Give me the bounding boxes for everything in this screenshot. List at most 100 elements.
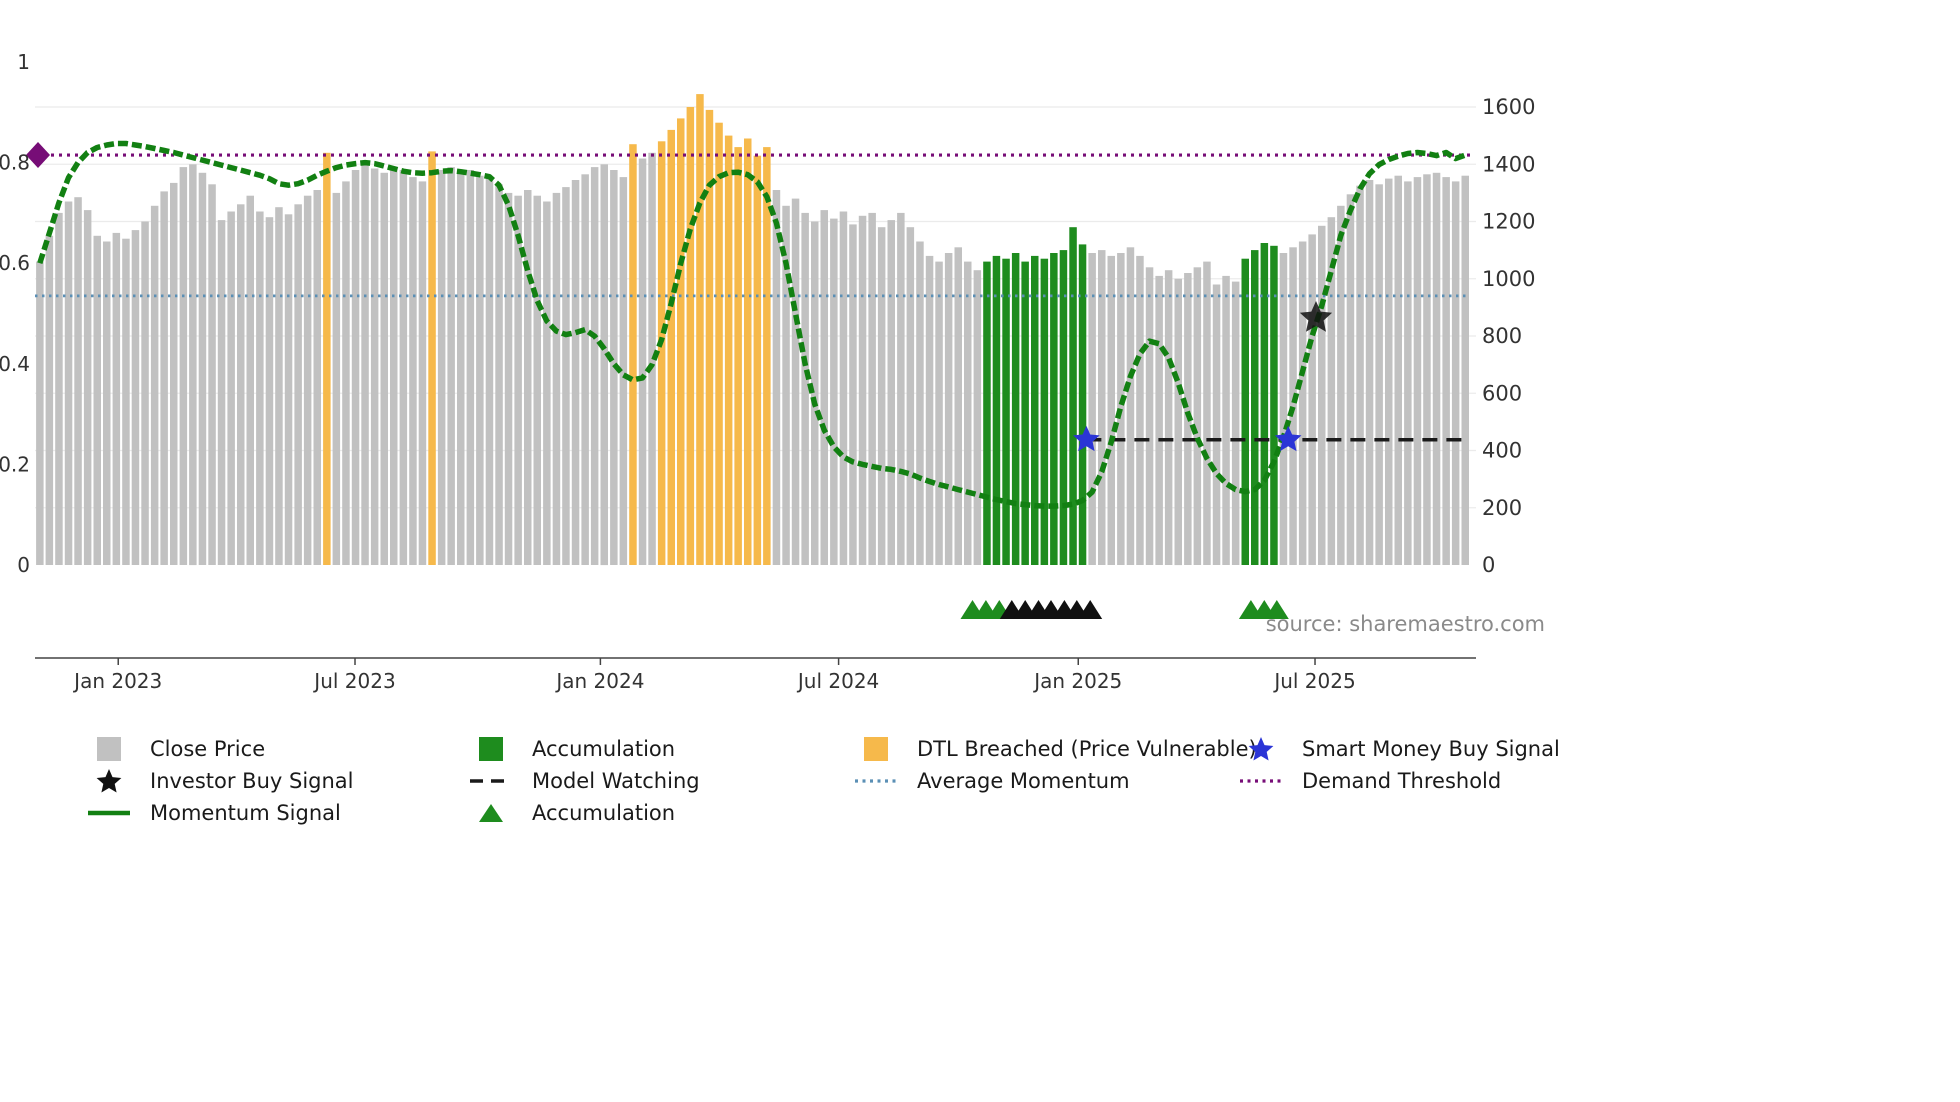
close-price-bar: [782, 205, 790, 566]
close-price-bar: [227, 211, 235, 565]
close-price-bar: [265, 217, 274, 565]
left-axis-tick-label: 0.4: [0, 352, 30, 376]
right-axis-tick-label: 200: [1482, 496, 1522, 520]
close-price-bar: [868, 212, 876, 565]
legend-label: Model Watching: [532, 769, 700, 793]
close-price-bar: [1136, 255, 1144, 565]
close-price-bar: [1413, 177, 1422, 565]
legend-item-accumulation: Accumulation: [470, 801, 855, 825]
close-price-bar: [1212, 284, 1221, 565]
close-price-bar: [275, 207, 283, 565]
close-price-bar: [103, 241, 111, 565]
close-price-bar: [217, 220, 226, 565]
left-axis-tick-label: 0: [17, 553, 30, 577]
close-price-bar: [256, 211, 264, 565]
close-price-bar: [150, 205, 159, 566]
legend-label: Accumulation: [532, 801, 676, 825]
close-price-bar: [198, 172, 207, 566]
dtl-breached-bar: [686, 107, 695, 565]
left-axis-tick-label: 0.2: [0, 452, 30, 476]
accumulation-bar: [992, 255, 1001, 565]
legend-label: Average Momentum: [917, 769, 1130, 793]
close-price-bar: [1203, 261, 1211, 565]
close-price-bar: [179, 167, 188, 565]
close-price-bar: [581, 174, 589, 566]
accumulation-bar: [1241, 258, 1249, 565]
dtl-breached-bar: [715, 122, 723, 565]
close-price-bar: [237, 204, 245, 566]
legend-label: Smart Money Buy Signal: [1302, 737, 1560, 761]
left-axis-tick-label: 0.8: [0, 151, 30, 175]
close-price-bar: [1337, 205, 1345, 566]
close-price-bar: [284, 214, 293, 566]
legend-item-model-watching: Model Watching: [470, 769, 855, 793]
price-momentum-chart: Jan 2023 Jul 2023 Jan 2024 Jul 2024 Jan 2025…: [0, 50, 1535, 693]
close-price-bar: [342, 181, 350, 565]
close-price-bar: [141, 221, 149, 565]
smart-money-buy-signal-star-icon: [1274, 425, 1302, 452]
investor-buy-signal-star-icon: [1299, 301, 1333, 332]
smart-money-buy-signal-star-icon: [1240, 736, 1282, 762]
dtl-breached-bar: [705, 109, 714, 566]
close-price-bar: [906, 227, 915, 565]
close-price-bar: [543, 201, 551, 565]
accumulation-bar: [1040, 258, 1049, 565]
right-axis-tick-label: 1200: [1482, 210, 1535, 234]
dtl-breached-bar: [677, 118, 685, 566]
close-price-bar: [1298, 241, 1307, 565]
close-price-bar: [418, 181, 427, 565]
right-axis-tick-label: 400: [1482, 439, 1522, 463]
close-price-bar: [1327, 217, 1336, 565]
close-price-bar: [122, 238, 130, 565]
close-price-bar: [351, 170, 360, 565]
legend-item-average-momentum: Average Momentum: [855, 769, 1240, 793]
close-price-bar: [925, 255, 934, 565]
model-watching-dashed-line-icon: [470, 768, 512, 794]
right-axis-tick-label: 0: [1482, 553, 1495, 577]
close-price-bar: [772, 190, 781, 565]
dtl-breached-bar: [734, 147, 742, 565]
right-axis-tick-label: 1000: [1482, 267, 1535, 291]
chart-canvas: Jan 2023 Jul 2023 Jan 2024 Jul 2024 Jan 2025…: [0, 50, 1535, 693]
accumulation-bar: [1021, 261, 1029, 565]
close-price-bar: [390, 167, 398, 565]
close-price-bar: [858, 215, 867, 566]
close-price-bar: [533, 195, 541, 565]
accumulation-bar: [1260, 243, 1269, 565]
close-price-bar: [294, 204, 302, 566]
right-axis-tick-label: 1400: [1482, 152, 1535, 176]
dtl-breached-bar: [428, 151, 436, 565]
close-price-bar: [1375, 184, 1383, 566]
close-price-bar: [954, 247, 962, 566]
close-price-bar: [1365, 180, 1374, 565]
close-price-bar: [897, 212, 905, 565]
close-price-bar: [830, 218, 838, 565]
close-price-bar: [944, 253, 953, 565]
close-price-bar: [189, 164, 197, 566]
close-price-bar: [811, 221, 819, 565]
x-axis-tick-label: Jan 2025: [1032, 669, 1122, 693]
close-price-bar: [1107, 255, 1115, 565]
close-price-bar: [590, 167, 599, 565]
close-price-bar: [1279, 253, 1288, 565]
close-price-bar: [1423, 174, 1431, 566]
close-price-bar: [849, 224, 857, 565]
close-price-bar: [361, 164, 369, 566]
close-price-bar: [791, 198, 800, 565]
close-price-bar: [1394, 175, 1402, 565]
close-price-bar: [45, 235, 54, 566]
smart-money-buy-signal-star-icon: [1073, 425, 1100, 452]
x-axis-tick-label: Jan 2024: [554, 669, 644, 693]
accumulation-bar: [983, 261, 991, 565]
close-price-bar: [562, 187, 570, 565]
legend-item-dtl-breached-price-vulnerable: DTL Breached (Price Vulnerable): [855, 737, 1257, 761]
close-price-bar: [1193, 267, 1202, 565]
legend-item-smart-money-buy-signal: Smart Money Buy Signal: [1240, 737, 1560, 761]
close-price-bar: [1126, 247, 1135, 566]
legend-label: Accumulation: [532, 737, 676, 761]
close-price-bar: [160, 191, 168, 565]
close-price-bar: [973, 270, 982, 565]
close-price-bar: [380, 172, 388, 566]
legend-label: Momentum Signal: [150, 801, 341, 825]
